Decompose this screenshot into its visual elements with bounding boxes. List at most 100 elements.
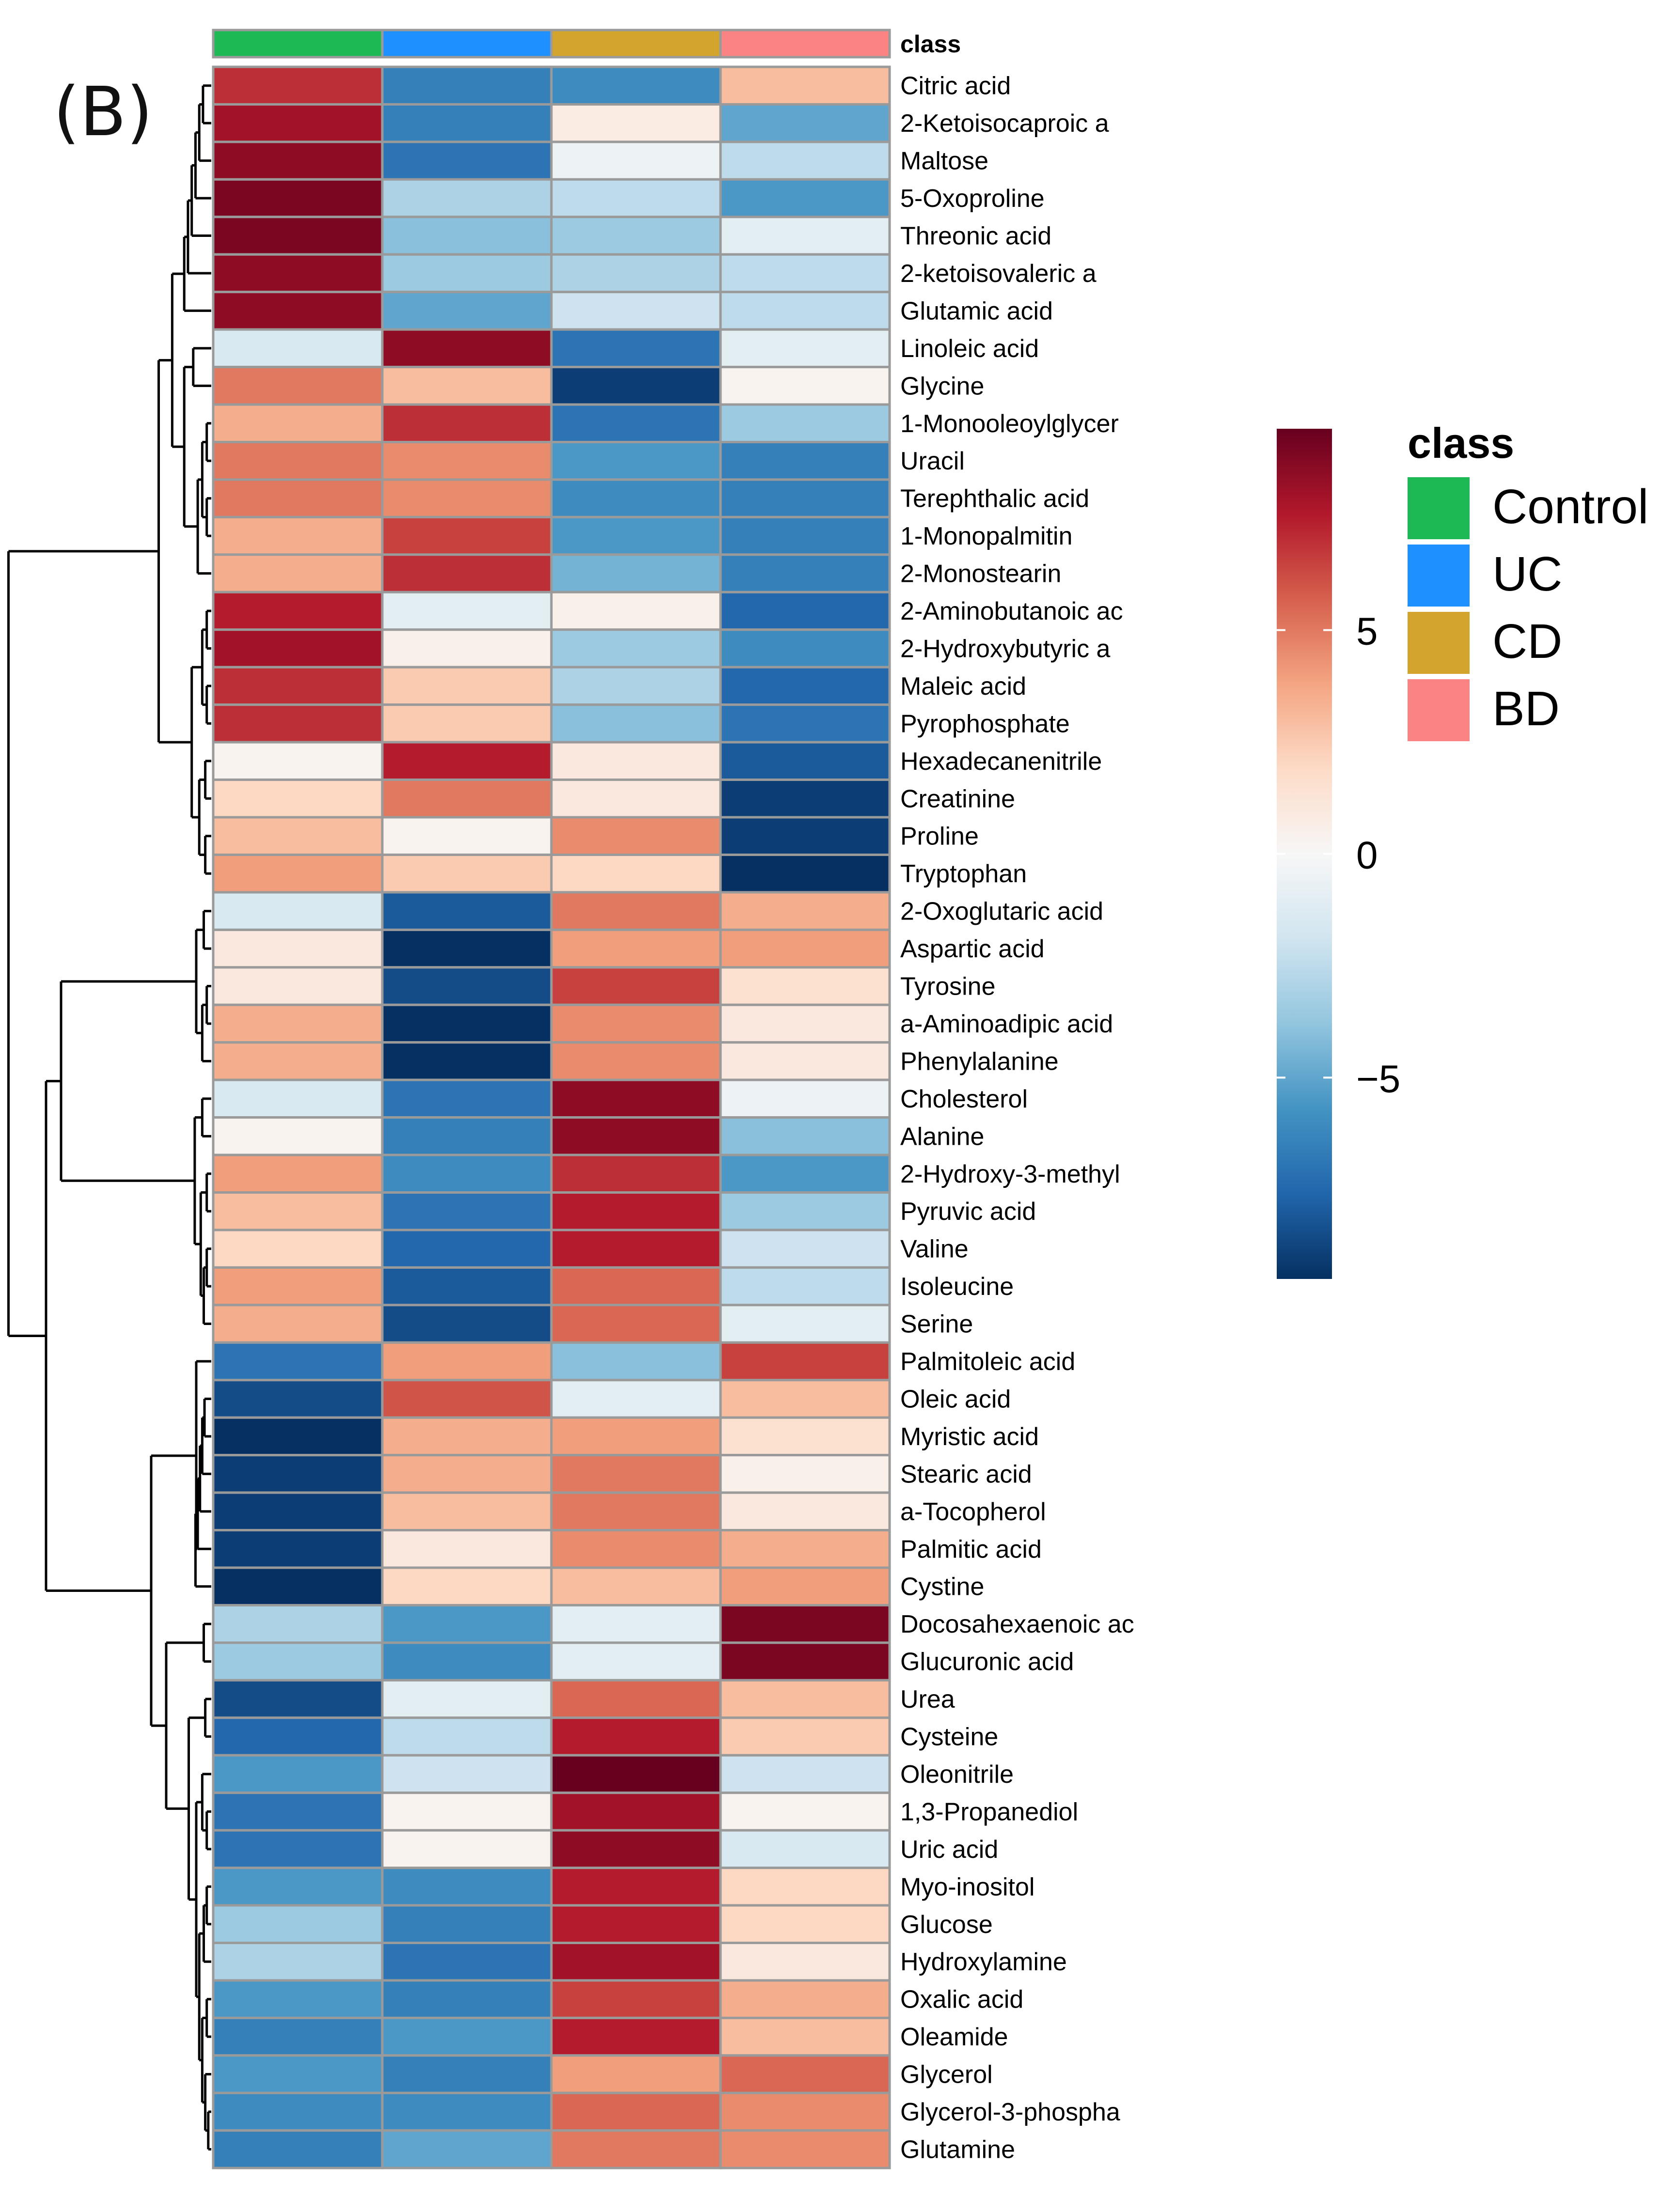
heatmap-cell-bd <box>719 1416 891 1457</box>
row-label: a-Tocopherol <box>900 1498 1046 1526</box>
heatmap-cell-control <box>212 1829 384 1869</box>
heatmap-cell-bd <box>719 1867 891 1907</box>
annotation-cell-bd <box>719 29 891 59</box>
heatmap-cell-cd <box>550 703 722 744</box>
heatmap-cell-uc <box>381 1416 553 1457</box>
heatmap-cell-uc <box>381 1266 553 1307</box>
heatmap-cell-control <box>212 441 384 481</box>
heatmap-cell-uc <box>381 140 553 181</box>
heatmap-cell-cd <box>550 1604 722 1644</box>
heatmap-cell-cd <box>550 1266 722 1307</box>
heatmap-cell-control <box>212 1116 384 1156</box>
row-label: Isoleucine <box>900 1273 1014 1301</box>
heatmap-cell-bd <box>719 1454 891 1494</box>
row-label: Citric acid <box>900 72 1011 100</box>
heatmap-cell-bd <box>719 2091 891 2132</box>
heatmap-cell-bd <box>719 816 891 856</box>
heatmap-cell-cd <box>550 1003 722 1044</box>
heatmap-cell-uc <box>381 1679 553 1719</box>
heatmap-cell-uc <box>381 441 553 481</box>
heatmap-cell-bd <box>719 441 891 481</box>
heatmap-cell-bd <box>719 1679 891 1719</box>
heatmap-cell-cd <box>550 816 722 856</box>
row-label: 2-Aminobutanoic ac <box>900 597 1123 625</box>
heatmap-cell-uc <box>381 1604 553 1644</box>
heatmap-cell-uc <box>381 2091 553 2132</box>
heatmap-cell-uc <box>381 478 553 518</box>
row-label: Serine <box>900 1310 973 1339</box>
heatmap-cell-uc <box>381 1529 553 1569</box>
heatmap-cell-bd <box>719 1078 891 1119</box>
heatmap-cell-uc <box>381 2129 553 2169</box>
heatmap-cell-cd <box>550 1566 722 1606</box>
column-annotation-bar: class <box>212 29 961 59</box>
heatmap-cell-control <box>212 366 384 406</box>
heatmap-cell-uc <box>381 741 553 781</box>
heatmap-cell-control <box>212 1304 384 1344</box>
heatmap-cell-uc <box>381 853 553 894</box>
row-label: Linoleic acid <box>900 335 1039 363</box>
heatmap-cell-bd <box>719 478 891 518</box>
heatmap-cell-bd <box>719 891 891 931</box>
row-label: Pyrophosphate <box>900 710 1070 738</box>
row-label: Creatinine <box>900 785 1015 813</box>
heatmap-cell-cd <box>550 1679 722 1719</box>
row-label: 2-Hydroxy-3-methyl <box>900 1160 1120 1188</box>
row-label: 2-Monostearin <box>900 560 1061 588</box>
row-label: Glycerol-3-phospha <box>900 2098 1120 2126</box>
heatmap-cell-control <box>212 666 384 706</box>
heatmap-cell-uc <box>381 1791 553 1832</box>
row-label: Valine <box>900 1235 969 1263</box>
heatmap-cell-control <box>212 515 384 556</box>
heatmap-cell-control <box>212 703 384 744</box>
heatmap-cell-cd <box>550 1716 722 1757</box>
heatmap-cell-bd <box>719 1041 891 1081</box>
heatmap-cell-uc <box>381 1716 553 1757</box>
heatmap-cell-uc <box>381 1641 553 1682</box>
row-label: 1,3-Propanediol <box>900 1798 1078 1826</box>
heatmap-cell-control <box>212 1679 384 1719</box>
row-label: Proline <box>900 823 979 851</box>
heatmap-cell-cd <box>550 928 722 969</box>
heatmap-cell-uc <box>381 515 553 556</box>
heatmap-cell-cd <box>550 1229 722 1269</box>
heatmap-cell-bd <box>719 1153 891 1194</box>
heatmap-cell-bd <box>719 1341 891 1382</box>
row-label: Palmitic acid <box>900 1535 1042 1563</box>
row-label: Maltose <box>900 147 988 175</box>
heatmap-cell-control <box>212 2129 384 2169</box>
heatmap-cell-bd <box>719 1529 891 1569</box>
class-legend: class Control UC CD BD <box>1408 419 1648 741</box>
heatmap-cell-uc <box>381 1229 553 1269</box>
row-label: 2-Hydroxybutyric a <box>900 635 1111 663</box>
legend-swatch-bd <box>1408 679 1470 741</box>
row-label: Myristic acid <box>900 1423 1039 1451</box>
heatmap-cell-control <box>212 741 384 781</box>
heatmap-cell-control <box>212 928 384 969</box>
heatmap-cell-uc <box>381 966 553 1006</box>
row-label: Hydroxylamine <box>900 1948 1067 1976</box>
heatmap-cell-bd <box>719 253 891 294</box>
heatmap-cell-uc <box>381 1566 553 1606</box>
legend-label-control: Control <box>1492 480 1648 534</box>
heatmap-cell-bd <box>719 1791 891 1832</box>
row-label: Glutamic acid <box>900 297 1053 325</box>
colorbar-tick-label: −5 <box>1356 1057 1400 1100</box>
heatmap-cell-control <box>212 891 384 931</box>
row-label: Palmitoleic acid <box>900 1348 1075 1376</box>
heatmap-cell-bd <box>719 103 891 143</box>
heatmap-cell-cd <box>550 140 722 181</box>
heatmap-cell-control <box>212 1529 384 1569</box>
annotation-cell-cd <box>550 29 722 59</box>
heatmap-cell-control <box>212 2054 384 2094</box>
heatmap-cell-uc <box>381 1942 553 1982</box>
heatmap-cell-bd <box>719 1829 891 1869</box>
heatmap-cell-uc <box>381 403 553 443</box>
heatmap-cell-uc <box>381 328 553 369</box>
heatmap-cell-bd <box>719 291 891 331</box>
heatmap-cell-uc <box>381 779 553 819</box>
heatmap-cell-cd <box>550 1191 722 1231</box>
heatmap-cell-control <box>212 1716 384 1757</box>
heatmap-cell-uc <box>381 1304 553 1344</box>
heatmap-cell-bd <box>719 1491 891 1532</box>
